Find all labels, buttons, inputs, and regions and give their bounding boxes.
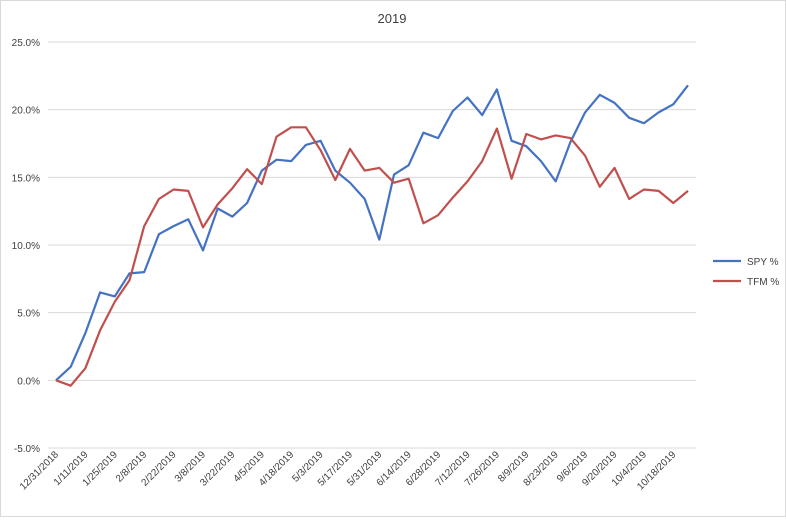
y-tick-label: 20.0%	[12, 106, 40, 117]
chart-title: 2019	[378, 11, 407, 26]
y-tick-label: -5.0%	[14, 444, 40, 455]
legend-label: TFM %	[747, 277, 779, 288]
legend-label: SPY %	[747, 257, 779, 268]
series-line-tfm	[55, 126, 689, 387]
x-tick-label: 12/31/2018	[18, 449, 61, 492]
y-tick-label: 15.0%	[12, 173, 40, 184]
y-tick-label: 0.0%	[17, 376, 40, 387]
y-tick-label: 25.0%	[12, 38, 40, 49]
series-line-spy	[55, 84, 689, 382]
y-tick-label: 10.0%	[12, 241, 40, 252]
y-tick-label: 5.0%	[17, 309, 40, 320]
